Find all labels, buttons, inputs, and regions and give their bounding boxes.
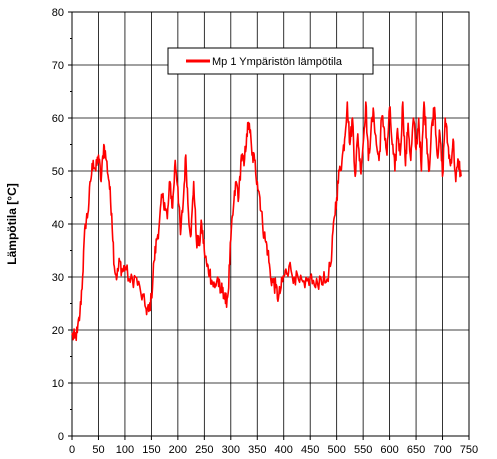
x-tick-label: 250 (195, 444, 213, 456)
x-tick-label: 200 (169, 444, 187, 456)
x-tick-label: 450 (301, 444, 319, 456)
x-tick-label: 750 (460, 444, 478, 456)
x-tick-label: 550 (354, 444, 372, 456)
axis-ticks (68, 11, 470, 440)
y-tick-label: 30 (52, 272, 64, 284)
y-tick-label: 0 (58, 431, 64, 443)
x-tick-label: 100 (116, 444, 134, 456)
x-tick-label: 50 (92, 444, 104, 456)
series-line (71, 101, 462, 342)
y-tick-label: 50 (52, 166, 64, 178)
x-tick-label: 0 (69, 444, 75, 456)
y-tick-label: 20 (52, 325, 64, 337)
y-axis-title: Lämpötila [°C] (5, 183, 19, 264)
legend: Mp 1 Ympäristön lämpötila (167, 47, 374, 75)
x-tick-label: 350 (248, 444, 266, 456)
x-tick-label: 650 (407, 444, 425, 456)
series-layer (71, 101, 462, 342)
x-tick-label: 700 (433, 444, 451, 456)
y-tick-label: 70 (52, 60, 64, 72)
grid (72, 12, 469, 436)
y-tick-label: 80 (52, 7, 64, 19)
y-tick-label: 60 (52, 113, 64, 125)
legend-label: Mp 1 Ympäristön lämpötila (212, 56, 343, 68)
x-tick-label: 150 (142, 444, 160, 456)
x-tick-label: 500 (327, 444, 345, 456)
y-tick-label: 40 (52, 219, 64, 231)
y-tick-label: 10 (52, 378, 64, 390)
x-tick-label: 600 (380, 444, 398, 456)
x-tick-label: 300 (222, 444, 240, 456)
x-tick-label: 400 (275, 444, 293, 456)
tick-labels: 0 50 100 150 200 250 300 350 400 450 500 550 600 650 7… (52, 7, 478, 456)
